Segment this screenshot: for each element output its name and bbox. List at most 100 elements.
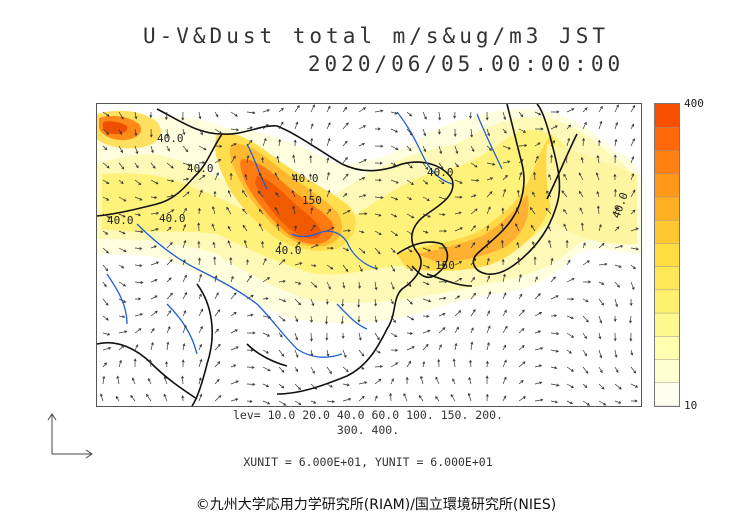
- wind-arrow: [166, 226, 172, 232]
- wind-arrow: [131, 377, 136, 385]
- wind-arrow: [629, 332, 633, 342]
- wind-arrow: [406, 213, 415, 219]
- wind-arrow: [422, 360, 426, 368]
- colorbar-swatch: [655, 150, 679, 175]
- wind-arrow: [438, 111, 442, 121]
- dust-area-nw-300: [103, 121, 128, 134]
- wind-arrow: [533, 256, 537, 266]
- wind-arrow: [134, 213, 142, 217]
- wind-arrow: [166, 145, 170, 152]
- wind-arrow: [230, 111, 238, 117]
- wind-arrow: [518, 361, 526, 368]
- wind-arrow: [118, 111, 124, 120]
- wind-arrow: [548, 173, 552, 181]
- wind-arrow: [374, 178, 382, 182]
- wind-arrow: [150, 145, 154, 154]
- wind-arrow: [485, 111, 489, 121]
- wind-arrow: [326, 383, 333, 388]
- wind-arrow: [292, 154, 296, 164]
- wind-arrow: [422, 298, 432, 303]
- wind-arrow: [630, 383, 639, 388]
- wind-arrow: [164, 111, 168, 121]
- dust-map: 40.0 40.0 40.0 40.0 40.0 150 40.0 40.0 1…: [96, 103, 642, 407]
- wind-arrow: [550, 366, 558, 370]
- wind-arrow: [102, 247, 110, 254]
- wind-arrow: [566, 366, 574, 372]
- colorbar-swatch: [655, 127, 679, 151]
- vector-units: XUNIT = 6.000E+01, YUNIT = 6.000E+01: [243, 455, 493, 469]
- wind-arrow: [422, 247, 431, 252]
- dust-area-east-100: [417, 194, 529, 262]
- wind-arrow: [197, 240, 201, 249]
- wind-arrow: [614, 383, 622, 390]
- wind-arrow: [454, 261, 463, 266]
- wind-arrow: [438, 280, 448, 284]
- wind-arrow: [261, 240, 265, 249]
- wind-arrow: [146, 393, 152, 402]
- wind-arrow: [501, 258, 505, 266]
- wind-arrow: [246, 126, 253, 130]
- wind-arrow: [374, 281, 378, 291]
- wind-arrow: [147, 377, 152, 385]
- wind-arrow: [486, 191, 493, 198]
- wind-arrow: [118, 330, 128, 334]
- wind-arrow: [630, 399, 638, 403]
- wind-arrow: [566, 332, 575, 338]
- wind-arrow: [374, 298, 378, 307]
- wind-arrow: [614, 138, 618, 147]
- wind-arrow: [230, 329, 238, 334]
- wind-arrow: [326, 122, 331, 130]
- wind-arrow: [454, 295, 461, 300]
- colorbar: [654, 103, 680, 407]
- wind-arrow: [358, 107, 366, 113]
- wind-arrow: [102, 346, 112, 351]
- wind-arrow: [548, 239, 552, 249]
- wind-arrow: [278, 349, 285, 357]
- wind-arrow: [198, 325, 203, 334]
- wind-arrow: [422, 264, 430, 269]
- wind-arrow: [214, 395, 222, 402]
- wind-arrow: [294, 298, 302, 306]
- wind-arrow: [550, 257, 554, 266]
- wind-arrow: [613, 332, 617, 342]
- contour-label: 40.0: [107, 214, 134, 227]
- wind-arrow: [102, 145, 108, 151]
- wind-arrow: [374, 196, 384, 200]
- wind-arrow: [358, 230, 365, 234]
- wind-arrow: [358, 125, 367, 130]
- wind-arrow: [614, 281, 620, 288]
- wind-arrow: [534, 346, 544, 351]
- wind-arrow: [134, 179, 142, 186]
- wind-arrow: [374, 230, 382, 236]
- contour-levels: lev= 10.0 20.0 40.0 60.0 100. 150. 200. …: [96, 408, 640, 438]
- copyright-notice: ©九州大学応用力学研究所(RIAM)/国立環境研究所(NIES): [195, 497, 557, 513]
- wind-arrow: [470, 292, 477, 300]
- coastlines: [97, 104, 578, 406]
- wind-arrow: [326, 366, 332, 375]
- wind-arrow: [262, 297, 269, 301]
- wind-arrow: [342, 210, 351, 215]
- wind-arrow: [294, 383, 302, 391]
- wind-arrow: [469, 111, 473, 119]
- wind-arrow: [149, 128, 153, 138]
- wind-arrow: [230, 143, 237, 147]
- wind-arrow: [470, 162, 478, 168]
- wind-arrow: [198, 293, 202, 300]
- wind-arrow: [502, 160, 511, 164]
- wind-arrow: [198, 189, 203, 198]
- wind-arrow: [534, 142, 541, 147]
- wind-arrow: [614, 104, 619, 113]
- wind-arrow: [515, 207, 520, 215]
- wind-arrow: [342, 247, 350, 252]
- wind-arrow: [198, 273, 203, 283]
- wind-arrow: [422, 213, 431, 218]
- wind-arrow: [470, 327, 474, 334]
- wind-arrow: [390, 315, 396, 324]
- wind-arrow: [406, 179, 414, 185]
- wind-arrow: [134, 196, 143, 201]
- wind-arrow: [598, 383, 605, 390]
- wind-arrow: [566, 137, 571, 147]
- wind-arrow: [470, 258, 477, 266]
- wind-arrow: [374, 365, 384, 369]
- wind-arrow: [229, 256, 233, 266]
